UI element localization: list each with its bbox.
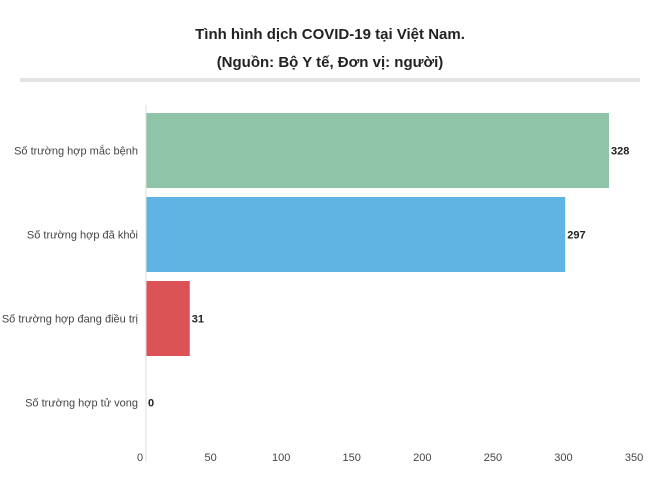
x-tick-label: 350	[625, 452, 643, 464]
bar	[146, 113, 609, 188]
title-divider	[20, 78, 640, 82]
data-label: 0	[148, 398, 154, 410]
x-tick-label: 150	[343, 452, 361, 464]
x-tick-label: 300	[554, 452, 572, 464]
data-label: 328	[611, 146, 629, 158]
x-tick-label: 100	[272, 452, 290, 464]
category-label: Số trường hợp mắc bệnh	[14, 145, 138, 158]
bar	[146, 197, 566, 272]
category-label: Số trường hợp tử vong	[25, 398, 138, 410]
category-label: Số trường hợp đang điều trị	[2, 314, 138, 326]
chart-title: Tình hình dịch COVID-19 tại Việt Nam.	[195, 26, 465, 43]
chart-subtitle: (Nguồn: Bộ Y tế, Đơn vị: người)	[216, 54, 444, 71]
bar	[146, 281, 190, 356]
x-tick-label: 0	[137, 452, 143, 464]
data-label: 297	[567, 230, 585, 242]
x-tick-label: 50	[204, 452, 216, 464]
x-tick-label: 200	[413, 452, 431, 464]
data-label: 31	[192, 314, 204, 326]
category-label: Số trường hợp đã khỏi	[27, 230, 138, 242]
x-tick-label: 250	[484, 452, 502, 464]
